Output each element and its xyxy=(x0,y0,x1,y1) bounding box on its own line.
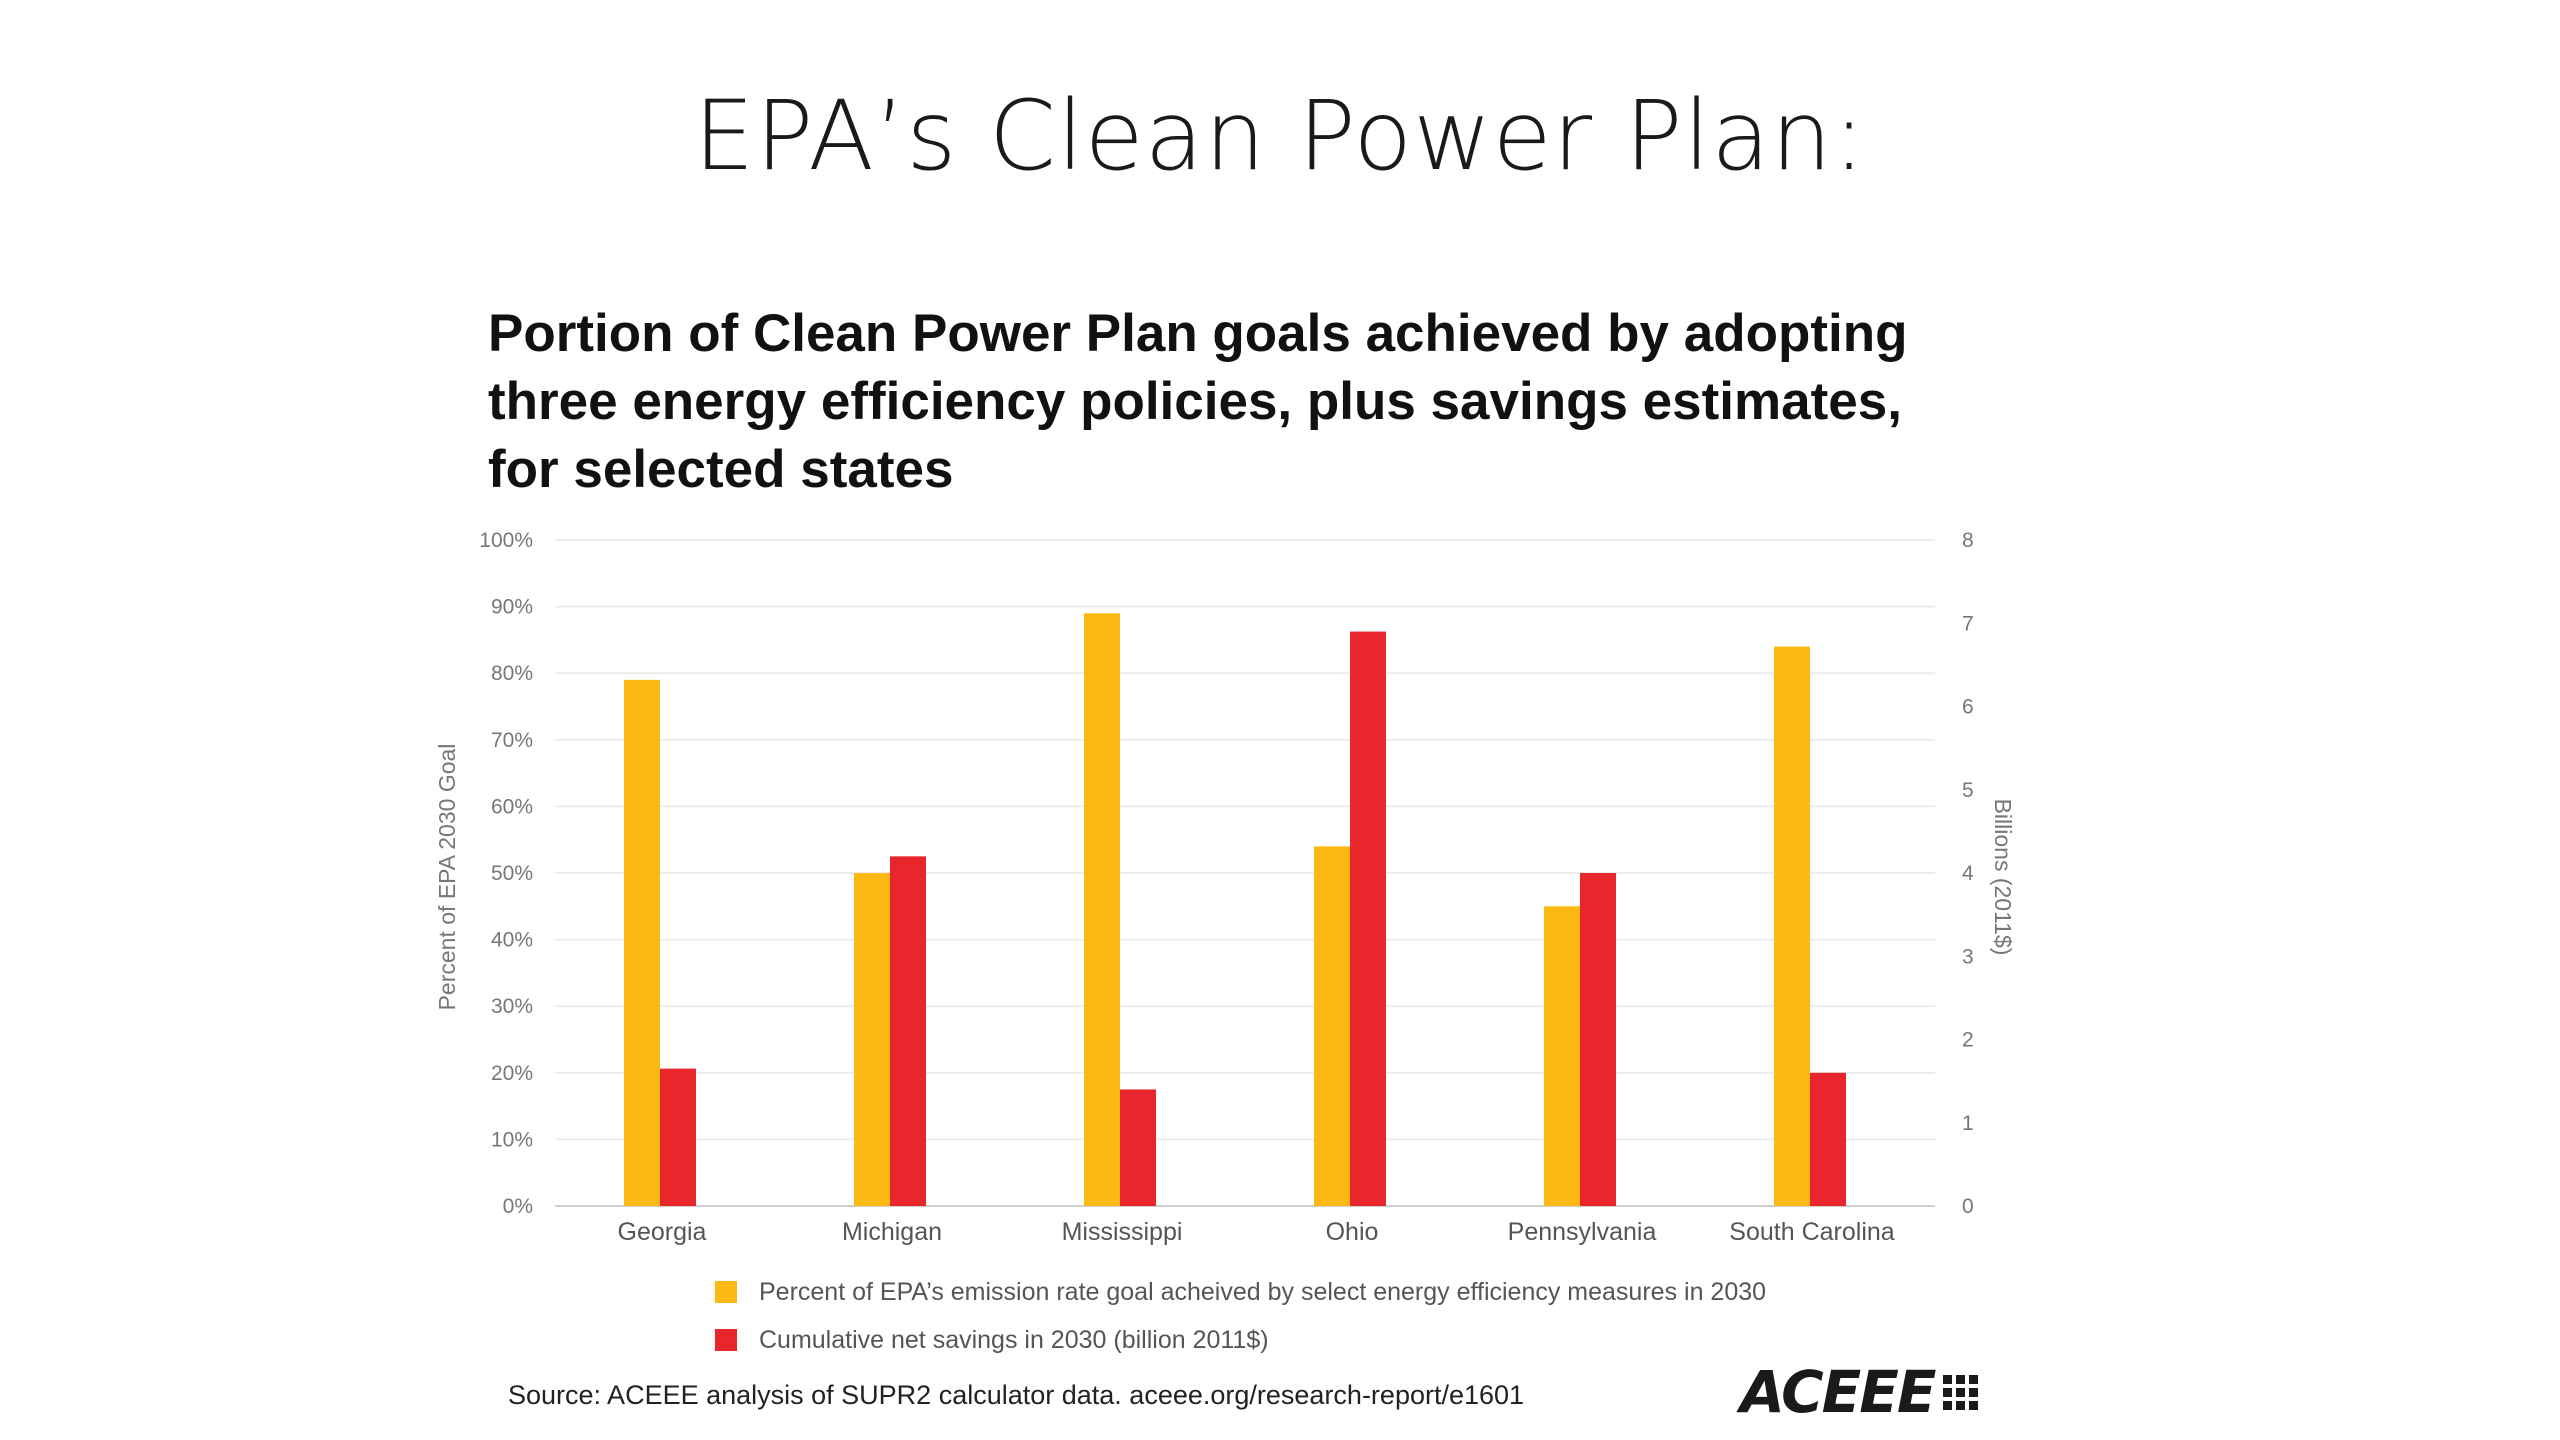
left-tick-label: 80% xyxy=(491,662,533,685)
right-tick-label: 3 xyxy=(1962,945,1974,968)
bar-savings-michigan xyxy=(890,856,926,1206)
right-tick-label: 0 xyxy=(1962,1195,1974,1218)
bar-savings-mississippi xyxy=(1120,1089,1156,1206)
chart-title-line-2: three energy efficiency policies, plus s… xyxy=(488,372,1902,431)
bar-percent-michigan xyxy=(854,873,890,1206)
category-label: Mississippi xyxy=(1062,1218,1183,1246)
left-tick-label: 40% xyxy=(491,929,533,952)
bar-savings-ohio xyxy=(1350,631,1386,1206)
category-labels: Georgia Michigan Mississippi Ohio Pennsylvan… xyxy=(618,1218,1895,1246)
right-tick-label: 7 xyxy=(1962,612,1974,635)
bar-savings-south-carolina xyxy=(1810,1072,1846,1206)
aceee-logo: ACEEE xyxy=(1740,1358,1978,1426)
right-tick-label: 5 xyxy=(1962,779,1974,802)
source-note: Source: ACEEE analysis of SUPR2 calculat… xyxy=(508,1380,1525,1410)
chart-title-line-3: for selected states xyxy=(488,440,954,499)
right-axis-title: Billions (2011$) xyxy=(1990,799,2016,956)
bar-percent-mississippi xyxy=(1084,613,1120,1206)
legend-swatch-percent xyxy=(715,1281,737,1303)
bar-percent-georgia xyxy=(624,679,660,1206)
gridlines xyxy=(555,539,1935,1207)
left-axis-title: Percent of EPA 2030 Goal xyxy=(434,744,460,1011)
legend-label-percent: Percent of EPA’s emission rate goal ache… xyxy=(759,1277,1767,1306)
bar-savings-georgia xyxy=(660,1068,696,1206)
bar-savings-pennsylvania xyxy=(1580,873,1616,1206)
legend: Percent of EPA’s emission rate goal ache… xyxy=(715,1268,1766,1364)
bars xyxy=(624,613,1846,1206)
category-label: Michigan xyxy=(842,1218,942,1246)
category-label: Georgia xyxy=(618,1218,707,1246)
left-tick-label: 10% xyxy=(491,1128,533,1151)
logo-dots-icon xyxy=(1942,1374,1978,1410)
bar-percent-pennsylvania xyxy=(1544,906,1580,1206)
bar-percent-south-carolina xyxy=(1774,646,1810,1206)
category-label: South Carolina xyxy=(1729,1218,1894,1246)
left-tick-label: 0% xyxy=(503,1195,533,1218)
right-tick-label: 6 xyxy=(1962,696,1974,719)
right-tick-label: 1 xyxy=(1962,1112,1974,1135)
right-tick-label: 2 xyxy=(1962,1029,1974,1052)
chart-title-line-1: Portion of Clean Power Plan goals achiev… xyxy=(488,304,1908,363)
left-tick-label: 70% xyxy=(491,729,533,752)
left-tick-label: 30% xyxy=(491,995,533,1018)
right-tick-label: 4 xyxy=(1962,862,1974,885)
left-axis-ticks: 0% 10% 20% 30% 40% 50% 60% 70% 80% 90% 100% xyxy=(479,529,533,1218)
bar-percent-ohio xyxy=(1314,846,1350,1206)
slide-title: EPA’s Clean Power Plan: xyxy=(693,80,1867,192)
logo-text: ACEEE xyxy=(1740,1358,1937,1426)
legend-label-savings: Cumulative net savings in 2030 (billion … xyxy=(759,1325,1269,1354)
category-label: Ohio xyxy=(1326,1218,1379,1246)
chart-title: Portion of Clean Power Plan goals achiev… xyxy=(488,300,2048,504)
legend-item-savings: Cumulative net savings in 2030 (billion … xyxy=(715,1316,1766,1364)
legend-swatch-savings xyxy=(715,1329,737,1351)
left-tick-label: 20% xyxy=(491,1062,533,1085)
left-tick-label: 60% xyxy=(491,795,533,818)
left-tick-label: 50% xyxy=(491,862,533,885)
legend-item-percent: Percent of EPA’s emission rate goal ache… xyxy=(715,1268,1766,1316)
right-axis-ticks: 0 1 2 3 4 5 6 7 8 xyxy=(1962,529,1974,1218)
category-label: Pennsylvania xyxy=(1508,1218,1657,1246)
left-tick-label: 100% xyxy=(479,529,533,552)
right-tick-label: 8 xyxy=(1962,529,1974,552)
left-tick-label: 90% xyxy=(491,596,533,619)
